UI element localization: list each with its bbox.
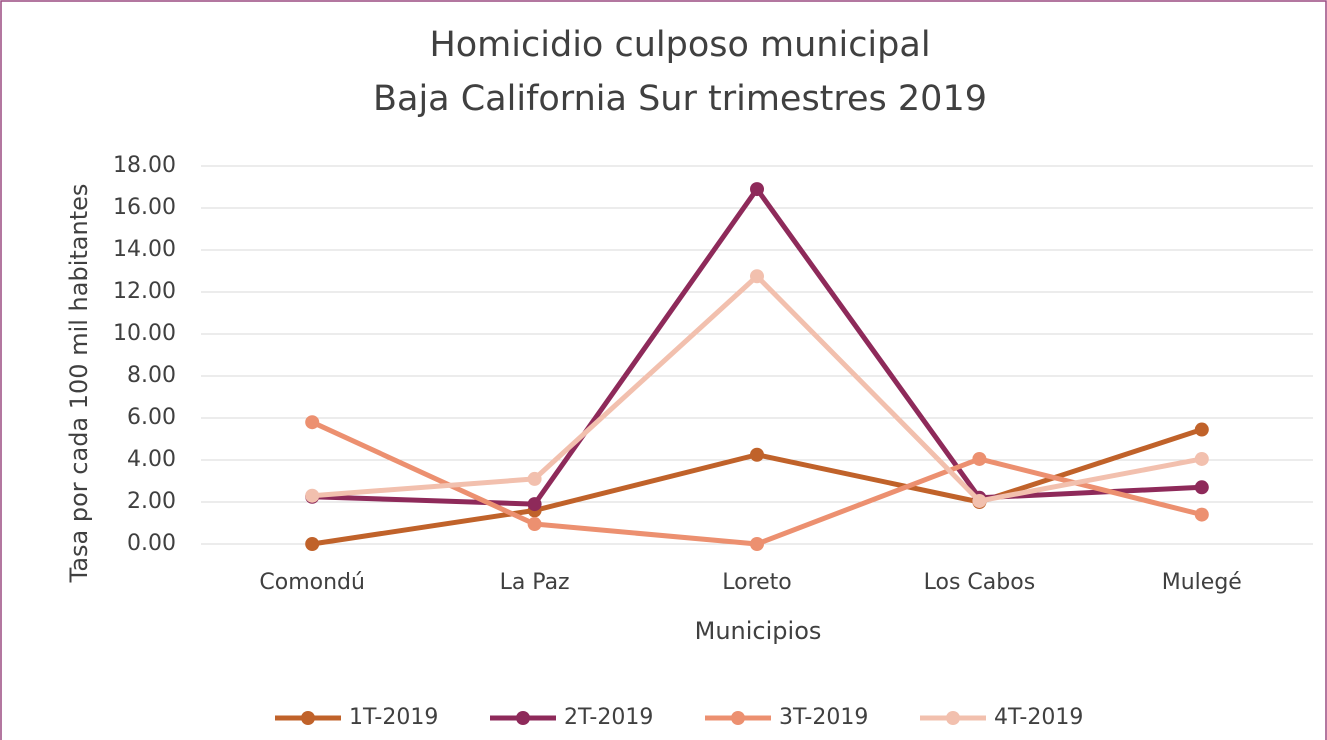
legend-marker — [946, 711, 960, 725]
legend-label: 1T-2019 — [349, 705, 438, 730]
x-tick-label: Mulegé — [1162, 570, 1242, 595]
data-point — [1194, 480, 1209, 495]
y-tick-label: 16.00 — [113, 195, 176, 220]
data-point — [750, 269, 764, 284]
y-tick-label: 12.00 — [113, 279, 176, 304]
chart-subtitle: Baja California Sur trimestres 2019 — [373, 79, 987, 119]
y-tick-label: 4.00 — [127, 447, 176, 472]
legend-marker — [731, 711, 745, 725]
legend-label: 4T-2019 — [994, 705, 1083, 730]
y-tick-label: 2.00 — [127, 489, 176, 514]
chart-title: Homicidio culposo municipal — [429, 25, 930, 65]
data-point — [305, 537, 320, 551]
y-tick-label: 18.00 — [113, 153, 176, 178]
data-point — [1194, 451, 1209, 466]
data-point — [527, 471, 542, 486]
x-tick-label: La Paz — [500, 570, 570, 595]
data-point — [972, 451, 987, 466]
data-point — [527, 497, 542, 512]
legend-label: 2T-2019 — [564, 705, 653, 730]
y-tick-label: 6.00 — [127, 405, 176, 430]
y-tick-label: 0.00 — [127, 531, 176, 556]
x-tick-label: Los Cabos — [924, 570, 1036, 595]
data-point — [1194, 507, 1209, 522]
data-point — [750, 537, 764, 551]
legend-marker — [516, 711, 530, 725]
data-point — [1194, 422, 1209, 437]
data-point — [305, 488, 320, 503]
data-point — [527, 517, 542, 532]
data-point — [305, 415, 320, 430]
x-tick-label: Loreto — [722, 570, 792, 595]
y-tick-label: 14.00 — [113, 237, 176, 262]
y-tick-label: 10.00 — [113, 321, 176, 346]
data-point — [750, 182, 764, 197]
x-tick-label: Comondú — [259, 570, 365, 595]
data-point — [750, 447, 764, 462]
y-axis-label: Tasa por cada 100 mil habitantes — [65, 184, 93, 584]
y-tick-label: 8.00 — [127, 363, 176, 388]
data-point — [972, 493, 987, 508]
legend-marker — [301, 711, 315, 725]
series-line — [312, 273, 1203, 504]
x-axis-label: Municipios — [695, 617, 822, 645]
legend-label: 3T-2019 — [779, 705, 868, 730]
